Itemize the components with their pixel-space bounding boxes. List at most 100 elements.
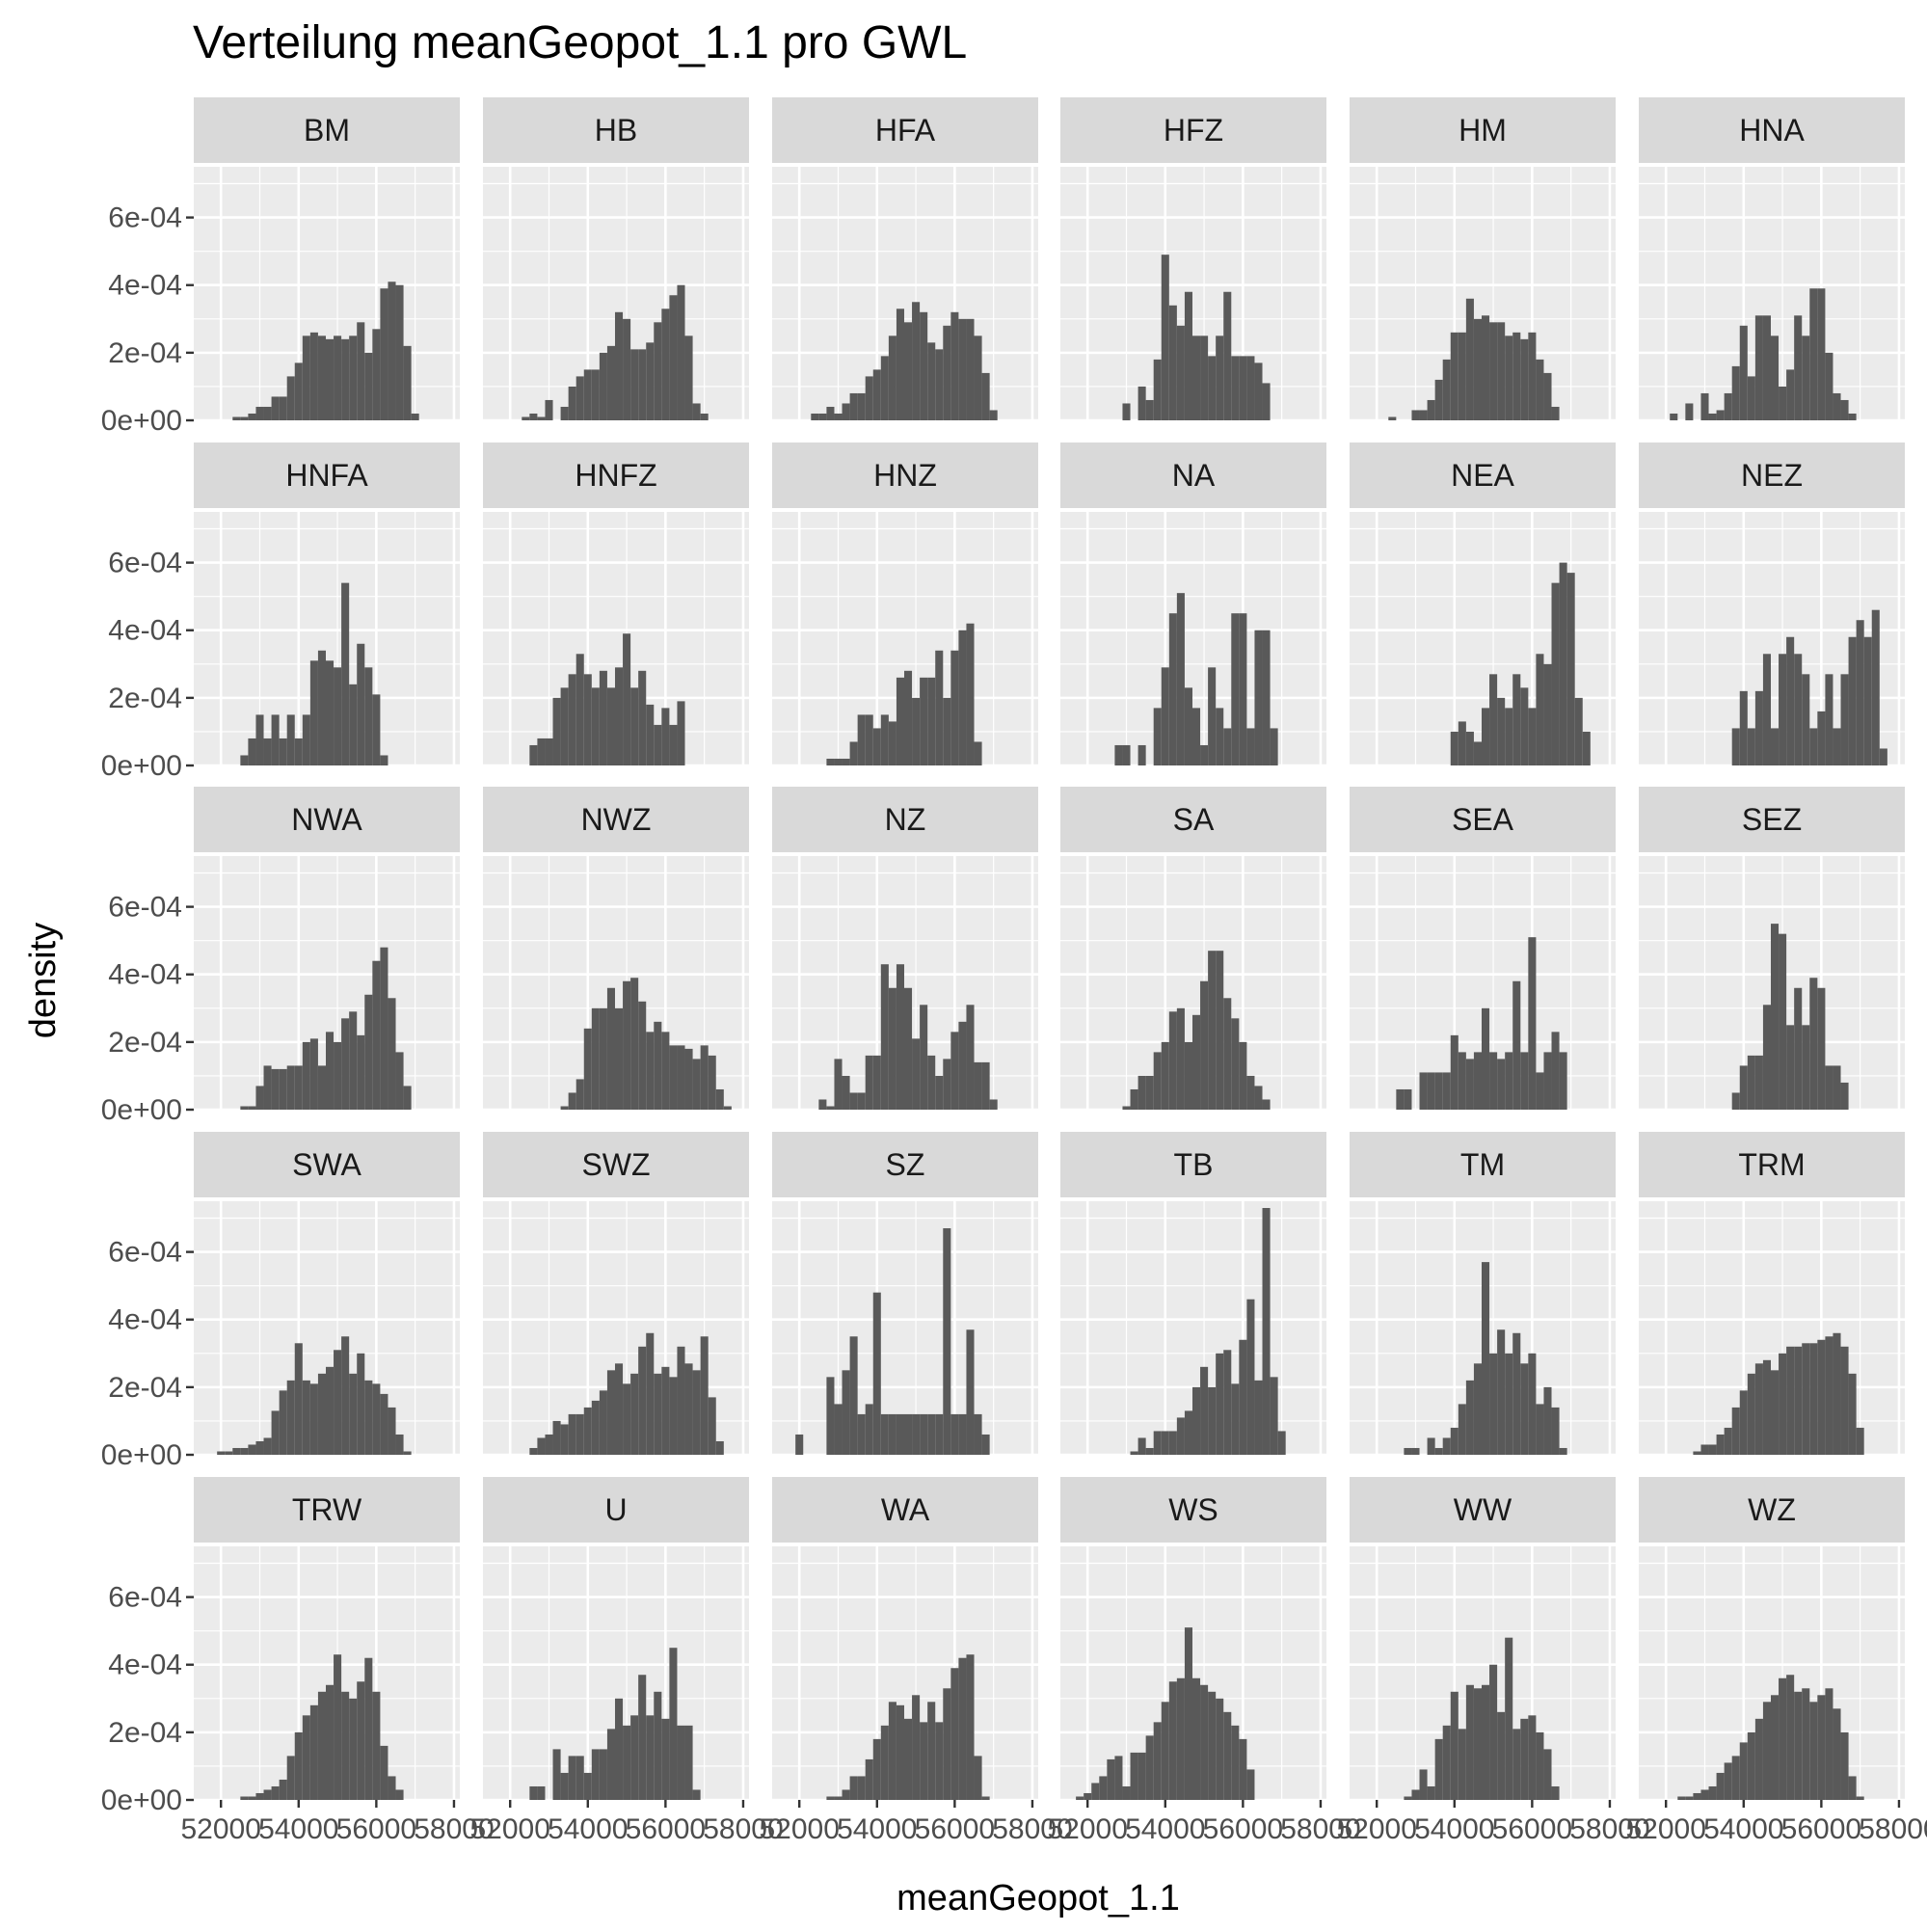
y-axis-tick-label: 4e-04 <box>108 1304 182 1336</box>
histogram-bar <box>1754 1363 1763 1455</box>
histogram-bar <box>1762 1005 1771 1110</box>
histogram-bar <box>974 1061 982 1110</box>
histogram-bar <box>849 1336 858 1455</box>
histogram-bar <box>583 674 592 765</box>
y-axis-tick-label: 0e+00 <box>101 405 182 437</box>
x-axis-tick-label: 56000 <box>1781 1813 1861 1845</box>
histogram-bar <box>865 376 873 420</box>
histogram-bar <box>1262 383 1271 420</box>
histogram-bar <box>537 416 546 420</box>
histogram-bar <box>217 1451 226 1455</box>
histogram-bar <box>1536 654 1544 765</box>
histogram-bar <box>1450 1427 1459 1455</box>
histogram-bar <box>849 392 858 420</box>
histogram-bar <box>1208 951 1217 1110</box>
histogram-bar <box>1700 1444 1709 1455</box>
y-axis-tick-label: 6e-04 <box>108 202 182 234</box>
histogram-bar <box>1208 667 1217 765</box>
histogram-bar <box>1404 1447 1412 1455</box>
histogram-bar <box>896 964 904 1110</box>
histogram-bar <box>826 1377 835 1455</box>
histogram-bar <box>599 1007 607 1110</box>
histogram-bar <box>943 1059 951 1110</box>
histogram-bar <box>1239 1041 1247 1110</box>
histogram-bar <box>1458 1404 1466 1455</box>
facet-panel-hnz: HNZ <box>772 443 1038 767</box>
y-axis-tick-label: 2e-04 <box>108 1717 182 1749</box>
histogram-bar <box>646 1032 655 1110</box>
histogram-bar <box>630 349 639 420</box>
histogram-bar <box>279 1068 287 1110</box>
histogram-bar <box>1512 980 1521 1110</box>
histogram-bar <box>357 1681 365 1800</box>
histogram-bar <box>380 1393 388 1455</box>
histogram-bar <box>1161 1702 1169 1800</box>
histogram-bar <box>334 1654 342 1800</box>
histogram-bar <box>545 738 553 765</box>
histogram-bar <box>1191 1677 1201 1800</box>
histogram-bar <box>1754 1718 1763 1800</box>
histogram-bar <box>1724 392 1732 420</box>
facet-panel-sz: SZ <box>772 1132 1038 1457</box>
histogram-bar <box>623 980 631 1110</box>
histogram-bar <box>1840 399 1849 420</box>
histogram-bar <box>1551 1032 1560 1110</box>
histogram-bar <box>896 677 904 765</box>
histogram-bar <box>981 372 990 420</box>
histogram-bar <box>1786 1346 1795 1455</box>
facet-strip <box>772 443 1038 508</box>
histogram-bar <box>943 1688 951 1800</box>
histogram-bar <box>1582 731 1591 765</box>
histogram-bar <box>1802 335 1810 420</box>
histogram-bar <box>1122 744 1131 765</box>
histogram-bar <box>872 369 881 420</box>
histogram-bar <box>1434 1447 1443 1455</box>
histogram-bar <box>317 1691 326 1800</box>
histogram-bar <box>294 1343 303 1455</box>
histogram-bar <box>654 724 662 765</box>
y-axis-tick-label: 6e-04 <box>108 892 182 924</box>
histogram-bar <box>286 1065 295 1110</box>
facet-strip-label: HNZ <box>873 458 937 493</box>
histogram-bar <box>1693 1792 1701 1800</box>
histogram-bar <box>255 1086 264 1110</box>
histogram-bar <box>1809 978 1818 1110</box>
histogram-bar <box>958 318 967 420</box>
histogram-bar <box>1137 386 1146 420</box>
histogram-bar <box>1200 744 1209 765</box>
histogram-bar <box>309 660 318 765</box>
histogram-bar <box>818 413 827 420</box>
facet-strip <box>772 787 1038 852</box>
histogram-bar <box>684 1048 693 1110</box>
facet-strip-label: SZ <box>886 1147 925 1182</box>
facet-strip <box>1639 1477 1905 1543</box>
histogram-bar <box>1239 1339 1247 1455</box>
x-axis-title: meanGeopot_1.1 <box>897 1878 1180 1919</box>
histogram-bar <box>1176 1417 1185 1455</box>
facet-strip-label: HNFA <box>285 458 368 493</box>
histogram-bar <box>1536 1404 1544 1455</box>
facet-strip <box>1639 443 1905 508</box>
histogram-bar <box>1489 322 1498 420</box>
histogram-bar <box>263 738 272 765</box>
histogram-bar <box>1786 1675 1795 1800</box>
facet-strip <box>483 97 749 163</box>
histogram-bar <box>591 1007 600 1110</box>
histogram-bar <box>372 1691 381 1800</box>
x-axis-tick-label: 52000 <box>1047 1813 1127 1845</box>
histogram-bar <box>1465 1684 1474 1800</box>
histogram-bar <box>1473 741 1482 765</box>
histogram-bar <box>811 413 819 420</box>
histogram-bar <box>591 369 600 420</box>
histogram-bar <box>232 416 241 420</box>
histogram-bar <box>380 1745 388 1800</box>
facet-strip <box>1639 97 1905 163</box>
histogram-bar <box>286 1380 295 1455</box>
x-axis-tick-label: 54000 <box>837 1813 917 1845</box>
histogram-bar <box>1825 674 1833 765</box>
histogram-bar <box>1184 1410 1192 1455</box>
histogram-bar <box>606 1370 615 1455</box>
histogram-bar <box>927 1702 936 1800</box>
histogram-bar <box>896 1704 904 1800</box>
histogram-bar <box>606 345 615 420</box>
